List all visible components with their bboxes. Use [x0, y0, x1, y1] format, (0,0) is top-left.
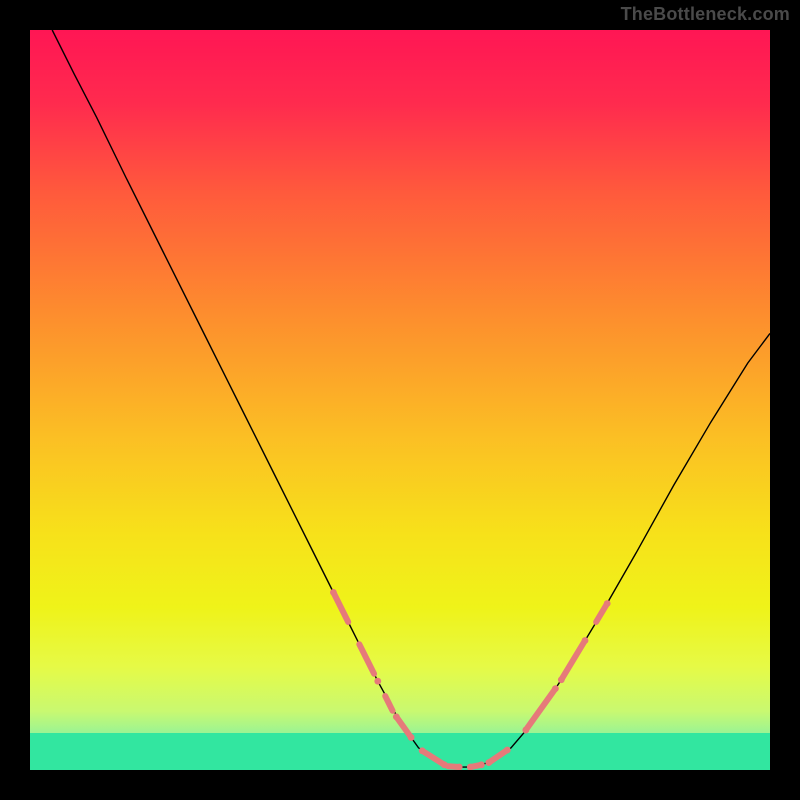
watermark-text: TheBottleneck.com	[621, 4, 790, 25]
bottom-green-band	[30, 733, 770, 770]
plot-area	[30, 30, 770, 770]
gradient-background	[30, 30, 770, 770]
chart-svg	[30, 30, 770, 770]
